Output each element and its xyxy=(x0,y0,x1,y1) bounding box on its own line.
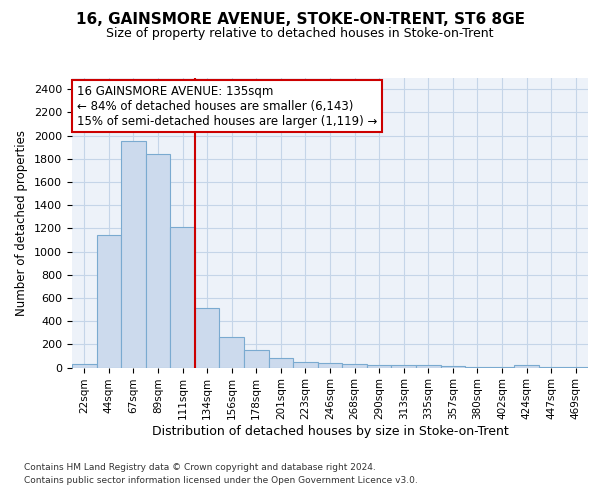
Bar xyxy=(318,362,342,368)
Text: Contains public sector information licensed under the Open Government Licence v3: Contains public sector information licen… xyxy=(24,476,418,485)
Bar xyxy=(146,154,170,368)
Bar xyxy=(514,365,539,368)
Bar xyxy=(72,364,97,368)
Text: Size of property relative to detached houses in Stoke-on-Trent: Size of property relative to detached ho… xyxy=(106,28,494,40)
Bar xyxy=(170,227,195,368)
Bar xyxy=(293,362,318,368)
Bar xyxy=(195,308,220,368)
Bar xyxy=(440,366,465,368)
Bar xyxy=(416,366,440,368)
Text: 16 GAINSMORE AVENUE: 135sqm
← 84% of detached houses are smaller (6,143)
15% of : 16 GAINSMORE AVENUE: 135sqm ← 84% of det… xyxy=(77,84,377,128)
Bar xyxy=(539,366,563,368)
Bar xyxy=(269,358,293,368)
Bar xyxy=(220,337,244,368)
Text: Contains HM Land Registry data © Crown copyright and database right 2024.: Contains HM Land Registry data © Crown c… xyxy=(24,464,376,472)
Bar xyxy=(367,365,391,368)
X-axis label: Distribution of detached houses by size in Stoke-on-Trent: Distribution of detached houses by size … xyxy=(152,425,508,438)
Bar xyxy=(244,350,269,368)
Bar xyxy=(391,365,416,368)
Bar xyxy=(465,366,490,368)
Bar xyxy=(121,142,146,368)
Text: 16, GAINSMORE AVENUE, STOKE-ON-TRENT, ST6 8GE: 16, GAINSMORE AVENUE, STOKE-ON-TRENT, ST… xyxy=(76,12,524,28)
Bar xyxy=(342,364,367,368)
Bar xyxy=(97,234,121,368)
Y-axis label: Number of detached properties: Number of detached properties xyxy=(16,130,28,316)
Bar xyxy=(490,367,514,368)
